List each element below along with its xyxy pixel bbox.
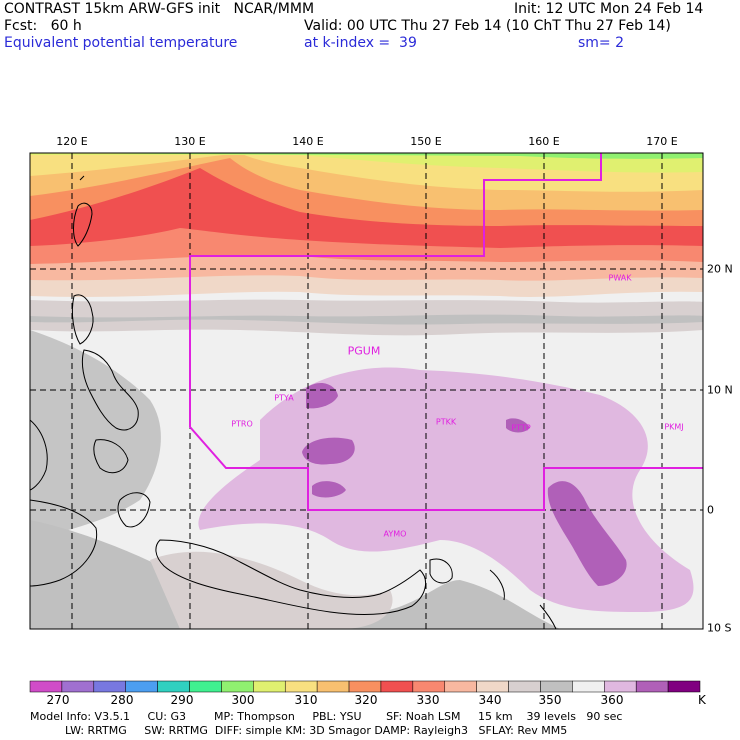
colorbar-swatch (348, 680, 382, 693)
colorbar-swatch (157, 680, 190, 693)
colorbar-tick: 350 (538, 693, 562, 707)
lon-label: 150 E (410, 135, 442, 148)
theta-e-field (30, 153, 703, 629)
coastlines (30, 175, 557, 629)
colorbar-swatch (635, 680, 669, 693)
colorbar-swatch (380, 680, 414, 693)
model-info-line2: LW: RRTMG SW: RRTMG DIFF: simple KM: 3D … (30, 724, 568, 737)
colorbar-swatch (540, 680, 573, 693)
model-info-line1: Model Info: V3.5.1 CU: G3 MP: Thompson P… (30, 710, 623, 723)
lon-label: 160 E (528, 135, 560, 148)
colorbar-swatch (253, 680, 286, 693)
lat-label: 0 (707, 503, 714, 517)
smoothing-info: sm= 2 (578, 35, 625, 51)
station-label: PGUM (347, 344, 381, 358)
station-label: PTTP (511, 423, 531, 433)
colorbar-swatch (476, 680, 509, 693)
colorbar-swatch (93, 680, 126, 693)
colorbar-swatch (412, 680, 446, 693)
lat-label: 10 S (707, 621, 732, 635)
lat-label: 10 N (707, 383, 733, 397)
lat-label: 20 N (707, 262, 733, 276)
colorbar-swatch (667, 680, 701, 693)
colorbar-tick: 300 (231, 693, 255, 707)
station-label: PTRO (231, 419, 253, 429)
colorbar-swatch (572, 680, 605, 693)
colorbar-swatch (189, 680, 222, 693)
lon-label: 130 E (174, 135, 206, 148)
colorbar-tick: 340 (478, 693, 502, 707)
colorbar (29, 680, 701, 693)
field-name: Equivalent potential temperature (4, 35, 238, 51)
region-boundary (189, 153, 703, 511)
colorbar-tick: 290 (170, 693, 194, 707)
colorbar-swatch (444, 680, 477, 693)
colorbar-tick: 310 (294, 693, 318, 707)
map-frame (29, 152, 704, 630)
colorbar-tick: 330 (416, 693, 440, 707)
colorbar-swatch (284, 680, 318, 693)
colorbar-tick: 270 (46, 693, 70, 707)
station-label: AYMO (383, 529, 407, 539)
valid-time: Valid: 00 UTC Thu 27 Feb 14 (10 ChT Thu … (304, 18, 671, 34)
lon-label: 140 E (292, 135, 324, 148)
colorbar-tick: 280 (110, 693, 134, 707)
colorbar-swatch (221, 680, 254, 693)
lat-lon-grid (30, 153, 703, 629)
lon-label: 120 E (56, 135, 88, 148)
colorbar-swatch (125, 680, 158, 693)
station-label: PKMJ (664, 422, 684, 432)
colorbar-swatch (29, 680, 63, 693)
forecast-hour: Fcst: 60 h (4, 18, 82, 34)
colorbar-swatch (61, 680, 95, 693)
colorbar-swatch (316, 680, 350, 693)
station-label: PTKK (435, 417, 457, 427)
model-title: CONTRAST 15km ARW-GFS init NCAR/MMM (4, 1, 315, 17)
colorbar-tick: 320 (354, 693, 378, 707)
init-time: Init: 12 UTC Mon 24 Feb 14 (514, 1, 704, 17)
colorbar-swatch (604, 680, 637, 693)
colorbar-tick: 360 (600, 693, 624, 707)
colorbar-swatch (508, 680, 541, 693)
lon-label: 170 E (646, 135, 678, 148)
colorbar-unit: K (698, 693, 706, 707)
station-label: PTYA (274, 393, 294, 403)
station-label: PWAK (608, 273, 632, 283)
level-info: at k-index = 39 (304, 35, 417, 51)
